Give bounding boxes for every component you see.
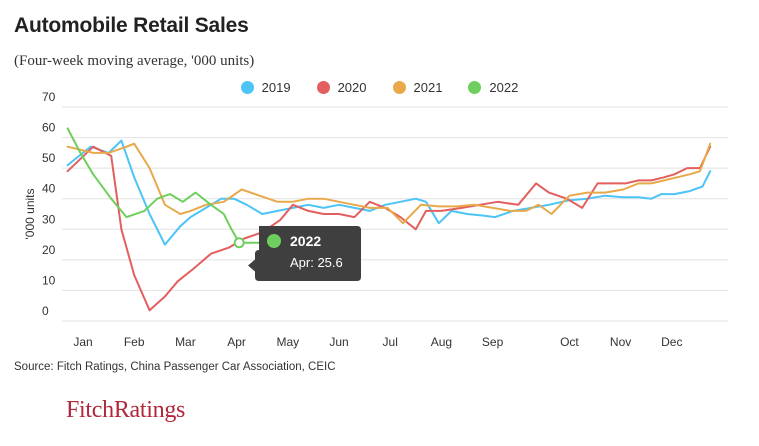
y-tick-label: 60 <box>42 121 56 135</box>
y-tick-label: 70 <box>42 90 56 104</box>
legend-label: 2019 <box>261 80 291 95</box>
tooltip-series-dot-icon <box>267 234 281 248</box>
x-tick-label: Jan <box>73 335 92 349</box>
x-tick-label: Mar <box>175 335 196 349</box>
y-axis-label: '000 units <box>23 189 37 240</box>
legend-label: 2021 <box>413 80 443 95</box>
tooltip-series-name: 2022 <box>290 233 321 249</box>
x-tick-label: Dec <box>661 335 682 349</box>
fitch-ratings-logo: FitchRatings <box>66 397 186 423</box>
chart-title: Automobile Retail Sales <box>14 14 249 37</box>
y-tick-label: 20 <box>42 243 56 257</box>
x-tick-label: Sep <box>482 335 504 349</box>
hover-point-marker <box>233 237 245 249</box>
x-tick-label: Oct <box>560 335 579 349</box>
series-line-2021 <box>66 142 712 225</box>
series-line-2022 <box>66 127 261 244</box>
legend-marker-icon <box>240 81 254 94</box>
legend-item-2021[interactable]: 2021 <box>392 80 443 95</box>
legend-marker-icon <box>468 81 482 94</box>
legend-item-2019[interactable]: 2019 <box>240 80 291 95</box>
x-tick-label: Apr <box>227 335 246 349</box>
legend-label: 2022 <box>489 80 519 95</box>
tooltip: 2022 Apr: 25.6 <box>248 226 361 281</box>
x-tick-label: Nov <box>610 335 631 349</box>
legend-marker-icon <box>392 81 406 94</box>
y-tick-label: 30 <box>42 212 56 226</box>
chart-subtitle: (Four-week moving average, '000 units) <box>14 53 255 69</box>
series-line-2019 <box>66 139 712 246</box>
chart-legend: 2019 2020 2021 2022 <box>0 80 759 95</box>
legend-item-2020[interactable]: 2020 <box>316 80 367 95</box>
y-tick-label: 40 <box>42 182 56 196</box>
source-note: Source: Fitch Ratings, China Passenger C… <box>14 361 336 373</box>
legend-marker-icon <box>316 81 330 94</box>
y-tick-label: 10 <box>42 273 56 287</box>
legend-label: 2020 <box>337 80 367 95</box>
x-tick-label: Feb <box>124 335 145 349</box>
series-line-2020 <box>66 145 712 312</box>
x-tick-label: Jul <box>383 335 398 349</box>
tooltip-value: Apr: 25.6 <box>290 255 343 270</box>
x-tick-label: Aug <box>431 335 452 349</box>
legend-item-2022[interactable]: 2022 <box>468 80 518 95</box>
y-tick-label: 0 <box>42 304 49 318</box>
x-tick-label: May <box>276 335 299 349</box>
x-tick-label: Jun <box>329 335 348 349</box>
y-tick-label: 50 <box>42 151 56 165</box>
